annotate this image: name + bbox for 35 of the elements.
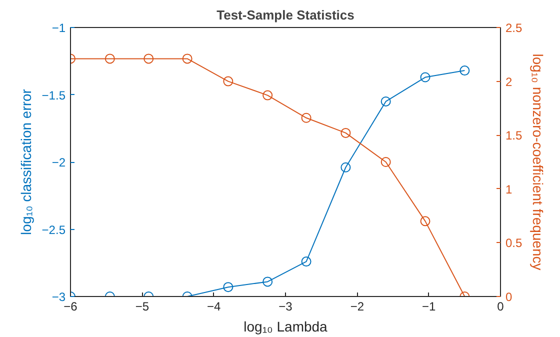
point	[301, 112, 312, 123]
point	[182, 54, 192, 64]
y-tick-label: −2.5	[42, 222, 66, 237]
point	[420, 216, 430, 226]
point	[104, 54, 115, 64]
y2-tick-label: 0.5	[506, 236, 523, 250]
point	[340, 128, 351, 138]
chart-title: Test-Sample Statistics	[216, 8, 354, 22]
y2-tick-label: 1.5	[506, 128, 523, 143]
point	[262, 90, 273, 100]
y2-tick-label: 1	[506, 182, 512, 196]
point	[340, 162, 351, 172]
y-tick-label: −2	[52, 156, 66, 170]
x-tick-label: −2	[350, 300, 364, 314]
y-axis-title: log₁₀ classification error	[18, 88, 34, 235]
x-tick-label: 0	[497, 300, 504, 314]
x-tick-label: −1	[422, 300, 436, 314]
point	[380, 96, 391, 106]
x-tick-label: −3	[278, 300, 293, 314]
y2-tick-label: 2	[506, 74, 512, 89]
point	[420, 72, 430, 82]
y-tick-label: −1	[52, 21, 66, 35]
y2-tick-label: 0	[506, 290, 512, 304]
point	[223, 76, 234, 86]
y2-tick-label: 2.5	[506, 21, 523, 35]
point	[380, 157, 391, 167]
point	[144, 54, 154, 64]
y-tick-label: −3	[52, 290, 66, 304]
x-tick-label: −5	[135, 300, 150, 314]
y-tick-label: −1.5	[42, 88, 66, 102]
x-axis-title: log₁₀ Lambda	[244, 318, 328, 334]
x-tick-label: −6	[64, 300, 78, 314]
point	[460, 66, 470, 76]
y2-axis-title: log₁₀ nonzero-coefficient frequency	[530, 54, 546, 270]
x-tick-label: −4	[206, 300, 221, 314]
